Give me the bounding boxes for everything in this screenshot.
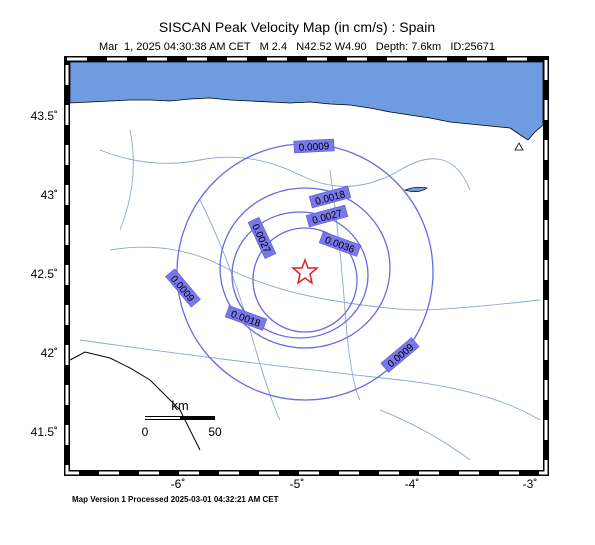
lon-label: -6˚ — [171, 477, 186, 491]
river — [119, 129, 134, 231]
river — [79, 339, 541, 421]
reservoir — [403, 186, 428, 192]
river — [199, 199, 281, 421]
lat-label: 43.5˚ — [31, 109, 58, 123]
contour — [219, 187, 391, 349]
scale-bar-segment — [145, 417, 180, 419]
lon-label: -3˚ — [523, 477, 538, 491]
border — [69, 351, 201, 451]
scale-end: 50 — [208, 425, 222, 439]
contour — [231, 211, 369, 339]
scale-unit: km — [171, 398, 188, 413]
river — [109, 246, 541, 311]
subtitle: Mar 1, 2025 04:30:38 AM CET M 2.4 N42.52… — [99, 41, 495, 53]
map-area: 0.0009 0.0018 0.0027 0.0036 0.0027 0.001… — [69, 61, 544, 470]
river — [379, 409, 471, 461]
footer: Map Version 1 Processed 2025-03-01 04:32… — [72, 495, 279, 504]
contour-label: 0.0009 — [293, 138, 335, 154]
sea — [69, 61, 544, 141]
scale-start: 0 — [142, 425, 149, 439]
lat-label: 42.5˚ — [31, 267, 58, 281]
title: SISCAN Peak Velocity Map (in cm/s) : Spa… — [159, 19, 435, 35]
contour — [252, 227, 358, 333]
contour-label-text: 0.0009 — [299, 141, 331, 154]
epicenter — [290, 257, 320, 285]
lon-label: -4˚ — [405, 477, 420, 491]
river — [99, 149, 471, 191]
scale-bar: km 0 50 — [142, 398, 222, 439]
station — [514, 142, 524, 151]
lon-label: -5˚ — [290, 477, 305, 491]
lat-label: 41.5˚ — [31, 425, 58, 439]
frame-ticks — [65, 57, 548, 475]
lat-label: 42˚ — [41, 346, 58, 360]
lat-label: 43˚ — [41, 188, 58, 202]
